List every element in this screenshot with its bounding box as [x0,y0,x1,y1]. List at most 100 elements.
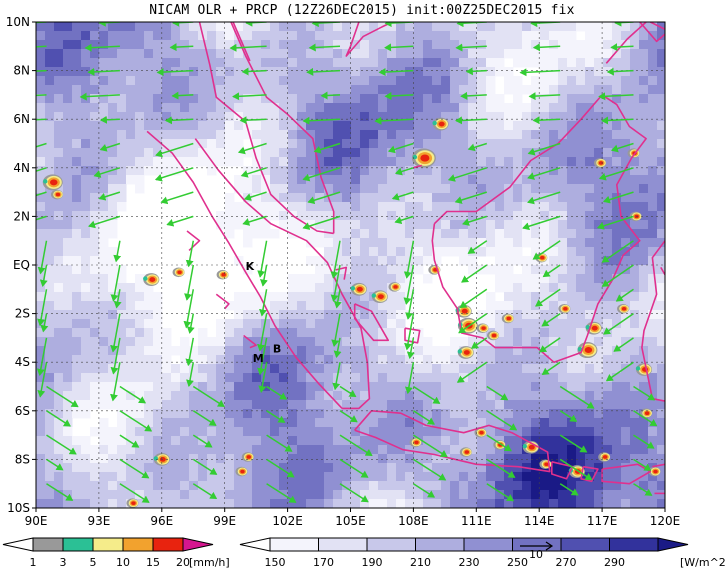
olr-cell [54,112,64,122]
olr-cell [513,193,523,203]
olr-cell [558,67,568,77]
olr-cell [477,436,487,446]
olr-cell [396,31,406,41]
olr-cell [216,373,226,383]
olr-cell [261,490,271,500]
olr-cell [171,22,181,32]
wind-arrow [455,116,487,125]
olr-cell [360,58,370,68]
olr-cell [351,157,361,167]
olr-cell [558,238,568,248]
olr-cell [351,238,361,248]
olr-cell [216,94,226,104]
olr-cell [36,256,46,266]
olr-cell [441,481,451,491]
olr-cell [54,256,64,266]
olr-cell [72,265,82,275]
olr-cell [306,409,316,419]
olr-cell [423,454,433,464]
olr-cell [468,472,478,482]
olr-cell [342,373,352,383]
olr-cell [234,382,244,392]
olr-cell [639,157,649,167]
olr-cell [459,103,469,113]
olr-cell [63,499,73,508]
olr-cell [522,40,532,50]
olr-cell [63,436,73,446]
olr-cell [54,130,64,140]
olr-cell [540,157,550,167]
olr-cell [621,346,631,356]
olr-cell [612,283,622,293]
olr-cell [234,472,244,482]
olr-cell [288,301,298,311]
olr-cell [189,121,199,131]
olr-cell [558,499,568,508]
olr-cell [342,40,352,50]
olr-cell [162,490,172,500]
olr-cell [207,40,217,50]
olr-cell [459,337,469,347]
olr-cell [216,436,226,446]
olr-cell [207,148,217,158]
olr-cell [540,292,550,302]
olr-cell [315,301,325,311]
olr-cell [225,472,235,482]
olr-cell [243,22,253,32]
olr-cell [72,58,82,68]
olr-cell [117,148,127,158]
olr-cell [117,49,127,59]
olr-cell [594,166,604,176]
olr-cell [198,337,208,347]
olr-cell [243,499,253,508]
olr-cell [576,409,586,419]
olr-cell [603,103,613,113]
olr-cell [324,490,334,500]
olr-cell [189,346,199,356]
olr-cell [612,364,622,374]
olr-cell [531,184,541,194]
olr-cell [594,58,604,68]
precip-intense [540,255,545,260]
olr-cell [198,121,208,131]
olr-cell [90,328,100,338]
olr-cell [63,328,73,338]
olr-cell [198,481,208,491]
olr-cell [90,229,100,239]
olr-cell [585,130,595,140]
olr-cell [288,274,298,284]
olr-cell [477,418,487,428]
wind-arrow [98,191,121,201]
olr-cell [459,184,469,194]
wind-arrow [601,116,634,125]
olr-cell [342,193,352,203]
olr-cell [342,274,352,284]
olr-cell [162,409,172,419]
lon-tick-label: 114E [524,514,555,528]
precip-cell [235,466,248,477]
olr-cell [576,103,586,113]
olr-cell [324,337,334,347]
olr-cell [90,427,100,437]
olr-cell [405,409,415,419]
olr-cell [270,463,280,473]
olr-cell [306,184,316,194]
olr-cell [549,67,559,77]
wind-arrow [302,167,341,182]
olr-cell [369,121,379,131]
olr-cell [333,58,343,68]
olr-cell [567,328,577,338]
olr-cell [225,481,235,491]
olr-cell [432,76,442,86]
olr-cell [279,112,289,122]
site-label-b: B [273,342,281,355]
olr-cell [153,490,163,500]
olr-cell [414,472,424,482]
olr-cell [360,139,370,149]
olr-cell [270,445,280,455]
olr-cell [657,121,665,131]
olr-cell [216,22,226,32]
olr-cell [45,436,55,446]
olr-cell [540,22,550,32]
olr-cell [648,184,658,194]
